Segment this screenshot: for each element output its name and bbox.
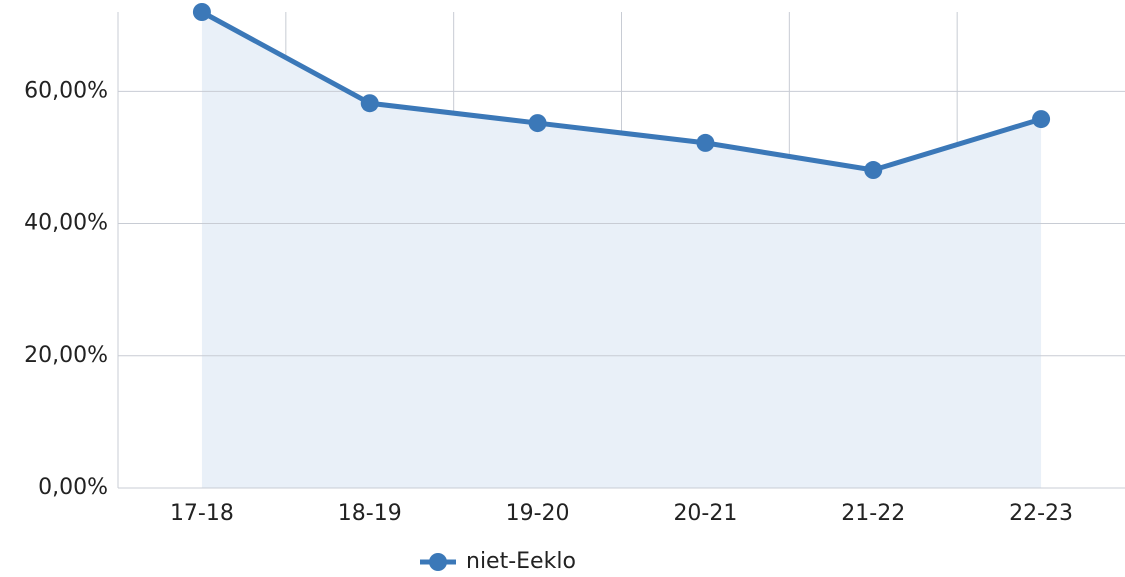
legend-marker <box>429 553 447 571</box>
point <box>864 161 883 180</box>
y-tick-label: 0,00% <box>38 475 108 500</box>
y-tick-label: 20,00% <box>24 343 108 368</box>
y-tick-label: 60,00% <box>24 78 108 103</box>
x-tick-label: 20-21 <box>673 501 737 526</box>
point <box>360 94 379 113</box>
x-tick-label: 18-19 <box>338 501 402 526</box>
x-tick-label: 21-22 <box>841 501 905 526</box>
area <box>201 12 1042 488</box>
point <box>696 133 715 152</box>
x-tick-label: 19-20 <box>506 501 570 526</box>
legend-label: niet-Eeklo <box>466 549 576 574</box>
point <box>192 3 211 21</box>
y-tick-label: 40,00% <box>24 211 108 236</box>
line <box>200 9 1042 173</box>
x-tick-label: 17-18 <box>170 501 234 526</box>
point <box>528 114 547 133</box>
point <box>1032 110 1051 129</box>
x-tick-label: 22-23 <box>1009 501 1073 526</box>
